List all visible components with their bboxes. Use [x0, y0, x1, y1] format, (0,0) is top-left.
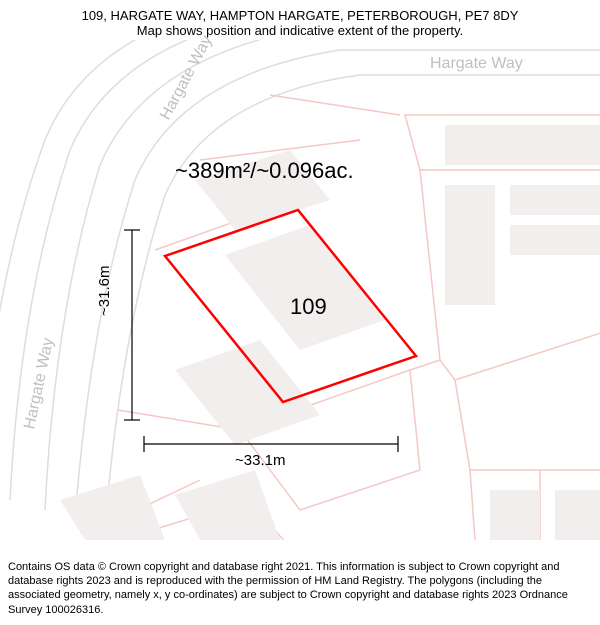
road-label-top: Hargate Way — [430, 55, 523, 73]
map-svg — [0, 40, 600, 540]
page-subtitle: Map shows position and indicative extent… — [0, 23, 600, 38]
page-title: 109, HARGATE WAY, HAMPTON HARGATE, PETER… — [0, 8, 600, 23]
area-label: ~389m²/~0.096ac. — [175, 158, 354, 184]
height-dimension-label: ~31.6m — [96, 266, 113, 316]
map-container: ~389m²/~0.096ac. 109 ~31.6m ~33.1m Harga… — [0, 40, 600, 540]
property-number-label: 109 — [290, 294, 327, 320]
width-dimension-label: ~33.1m — [235, 452, 285, 469]
header: 109, HARGATE WAY, HAMPTON HARGATE, PETER… — [0, 8, 600, 38]
footer-copyright: Contains OS data © Crown copyright and d… — [8, 560, 592, 617]
building-footprints — [60, 125, 600, 540]
